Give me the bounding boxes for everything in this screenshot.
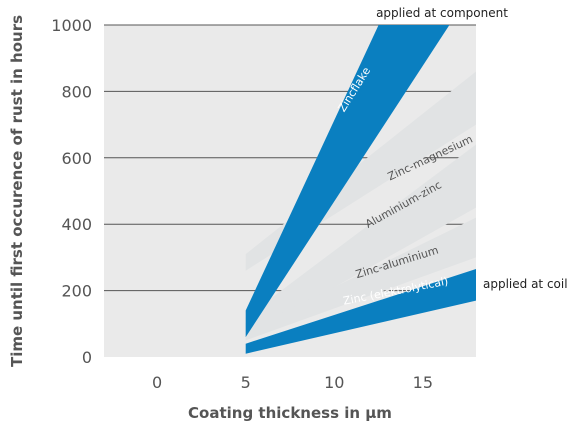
x-tick-label-0: 0 [152, 373, 162, 392]
y-tick-label-200: 200 [61, 282, 92, 301]
y-tick-label-0: 0 [82, 348, 92, 367]
annotation-applied-at-coil: applied at coil [483, 277, 568, 291]
tick-labels: 0 200 400 600 800 1000 0 5 10 15 [51, 16, 433, 392]
band-aluminium-zinc [245, 144, 476, 338]
y-axis-title: Time until first occurence of rust in ho… [8, 15, 26, 367]
y-tick-label-800: 800 [61, 82, 92, 101]
x-tick-label-15: 15 [413, 373, 433, 392]
band-zinc-aluminium [245, 217, 476, 341]
band-zinc-elektrolytical [245, 269, 476, 354]
band-zincflake [245, 25, 450, 338]
x-tick-label-5: 5 [241, 373, 251, 392]
annotation-applied-at-component: applied at component [376, 6, 508, 20]
y-tick-label-1000: 1000 [51, 16, 92, 35]
y-tick-label-400: 400 [61, 215, 92, 234]
bands [245, 25, 476, 354]
y-tick-label-600: 600 [61, 149, 92, 168]
x-tick-label-10: 10 [324, 373, 344, 392]
x-axis-title: Coating thickness in µm [188, 404, 392, 422]
